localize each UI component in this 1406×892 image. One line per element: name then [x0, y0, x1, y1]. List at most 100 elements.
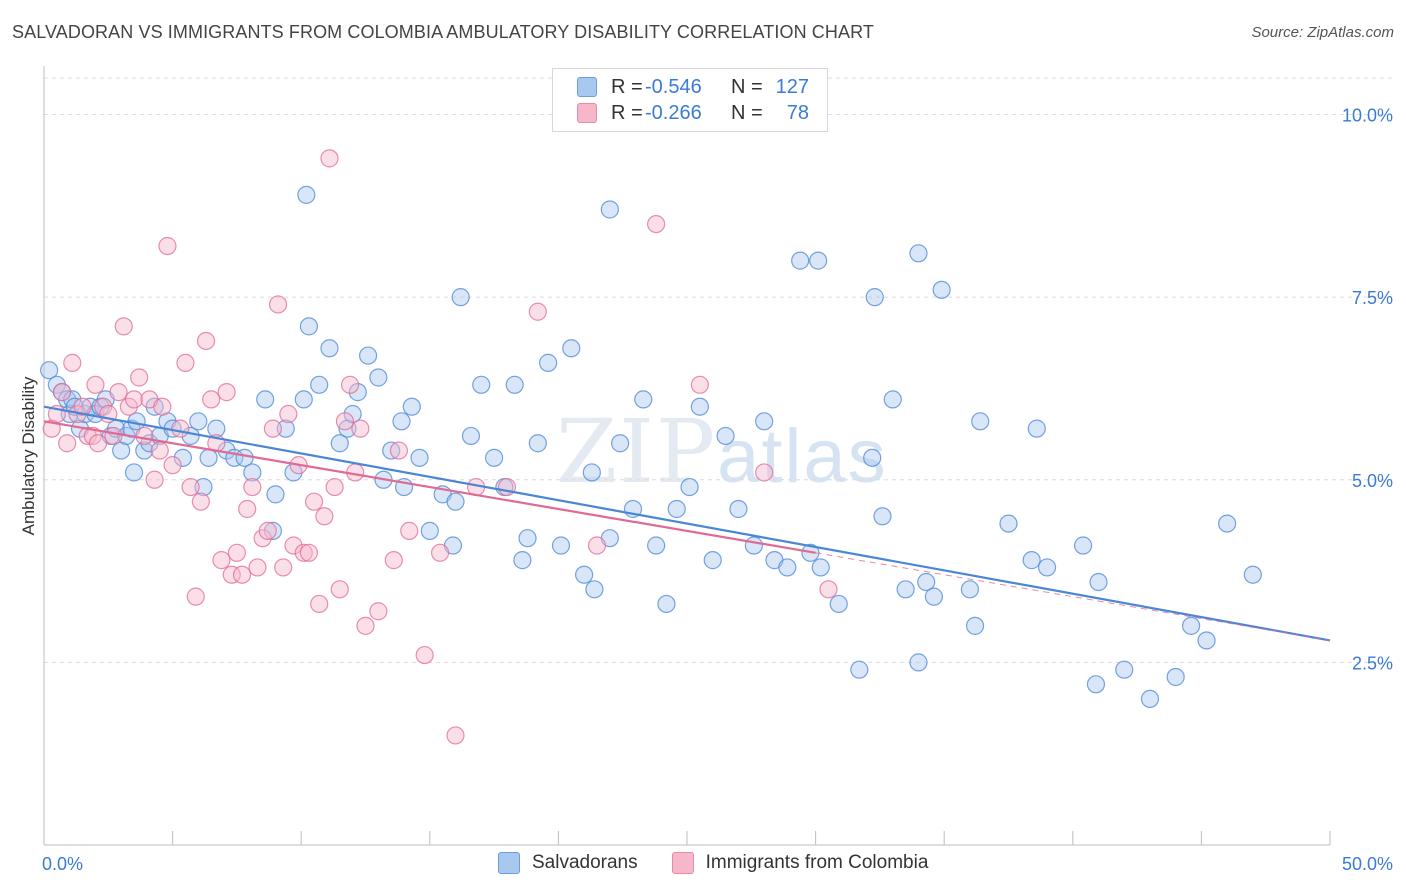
data-point-salvadorans [310, 375, 329, 394]
data-point-salvadorans [909, 244, 928, 263]
y-tick-label: 10.0% [1342, 106, 1393, 126]
data-point-colombia [325, 477, 344, 497]
data-point-colombia [299, 543, 319, 562]
data-point-salvadorans [369, 368, 388, 387]
data-point-salvadorans [472, 375, 491, 394]
data-point-colombia [415, 645, 434, 665]
data-point-salvadorans [909, 653, 928, 672]
data-point-salvadorans [791, 251, 810, 270]
data-point-colombia [222, 565, 241, 584]
data-point-salvadorans [873, 507, 892, 526]
data-point-salvadorans [1027, 419, 1046, 438]
legend-n-label: N = [731, 75, 763, 98]
data-point-colombia [176, 353, 195, 372]
y-tick-label: 5.0% [1352, 471, 1393, 491]
data-point-salvadorans [485, 448, 504, 467]
data-point-colombia [315, 507, 334, 526]
legend-swatch-colombia [577, 103, 597, 123]
data-point-colombia [124, 390, 144, 409]
data-point-salvadorans [40, 361, 59, 380]
data-point-colombia [274, 558, 293, 577]
y-tick-label: 7.5% [1352, 288, 1393, 308]
data-point-salvadorans [680, 477, 699, 497]
data-point-salvadorans [917, 572, 936, 592]
data-point-salvadorans [392, 412, 411, 431]
data-point-salvadorans [1086, 675, 1106, 694]
legend-swatch-salvadorans [577, 77, 597, 97]
data-point-colombia [58, 434, 77, 453]
data-point-colombia [263, 419, 283, 438]
x-tick-label: 0.0% [42, 854, 83, 874]
data-point-salvadorans [744, 536, 763, 555]
data-point-salvadorans [1140, 689, 1160, 709]
legend-r-label: R = [611, 101, 643, 124]
data-point-colombia [330, 580, 349, 599]
data-point-colombia [153, 397, 172, 416]
data-point-colombia [145, 470, 164, 489]
data-point-salvadorans [634, 390, 653, 409]
data-point-salvadorans [690, 397, 709, 416]
series-label-salvadorans: Salvadorans [532, 852, 638, 873]
data-point-colombia [130, 368, 149, 387]
data-point-salvadorans [582, 463, 601, 482]
data-point-salvadorans [451, 288, 470, 307]
data-point-colombia [109, 383, 128, 402]
data-point-colombia [217, 383, 236, 402]
legend-r-label: R = [611, 75, 643, 98]
data-point-colombia [135, 426, 154, 446]
data-point-salvadorans [266, 485, 285, 504]
data-point-salvadorans [657, 594, 676, 614]
data-point-salvadorans [343, 404, 362, 424]
data-point-colombia [114, 317, 133, 336]
data-point-colombia [158, 236, 177, 256]
data-point-colombia [351, 419, 370, 438]
data-point-salvadorans [971, 412, 990, 431]
series-swatch-colombia [671, 852, 694, 874]
data-point-colombia [186, 587, 205, 606]
data-point-salvadorans [960, 580, 980, 599]
data-point-colombia [340, 375, 360, 394]
data-point-salvadorans [505, 375, 524, 394]
data-point-salvadorans [330, 434, 349, 453]
series-legend-colombia[interactable]: Immigrants from Colombia [671, 852, 928, 874]
data-point-colombia [78, 426, 97, 446]
data-point-colombia [63, 353, 82, 372]
data-point-colombia [196, 331, 216, 351]
data-point-salvadorans [276, 419, 295, 438]
data-point-salvadorans [551, 536, 571, 555]
data-point-colombia [202, 390, 221, 409]
trend-extension-colombia [815, 552, 1331, 641]
data-point-colombia [227, 543, 246, 562]
data-point-colombia [104, 426, 123, 446]
data-point-colombia [248, 558, 267, 577]
watermark-atlas: atlas [717, 414, 888, 499]
x-tick-labels: 0.0% 50.0% [42, 854, 1393, 874]
data-point-salvadorans [755, 412, 774, 431]
data-point-salvadorans [358, 346, 378, 365]
data-point-salvadorans [999, 514, 1018, 533]
data-point-colombia [243, 477, 262, 497]
data-point-salvadorans [1073, 536, 1093, 555]
watermark-zip: ZIP [556, 400, 718, 503]
series-legend-salvadorans[interactable]: Salvadorans [498, 852, 638, 874]
y-axis-label: Ambulatory Disability [19, 376, 38, 535]
series-legend: Salvadorans Immigrants from Colombia [498, 852, 962, 874]
data-point-salvadorans [850, 660, 869, 679]
data-point-salvadorans [829, 594, 848, 614]
data-point-salvadorans [667, 499, 686, 519]
chart-title: SALVADORAN VS IMMIGRANTS FROM COLOMBIA A… [12, 22, 874, 42]
data-point-salvadorans [461, 426, 481, 446]
data-point-colombia [446, 726, 465, 745]
data-point-colombia [356, 616, 375, 635]
data-point-salvadorans [194, 477, 213, 497]
data-point-salvadorans [896, 580, 915, 599]
data-point-colombia [294, 543, 313, 562]
data-point-colombia [400, 521, 419, 540]
data-point-colombia [304, 492, 324, 511]
data-point-salvadorans [299, 317, 319, 336]
trend-line-colombia [43, 420, 816, 554]
data-point-salvadorans [965, 616, 985, 635]
data-point-colombia [150, 441, 169, 460]
data-point-salvadorans [410, 448, 429, 467]
